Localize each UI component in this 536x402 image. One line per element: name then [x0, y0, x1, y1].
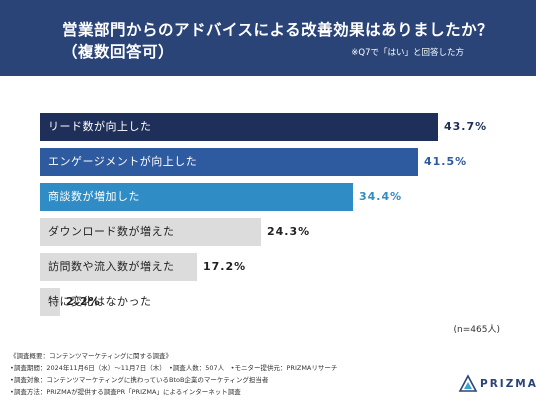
footer-line: •調査対象：コンテンツマーケティングに携わっているBtoB企業のマーケティング担…	[10, 376, 269, 384]
header-banner: 営業部門からのアドバイスによる改善効果はありましたか？ （複数回答可） ※Q7で…	[0, 0, 536, 76]
survey-footer: 《調査概要：コンテンツマーケティングに関する調査》 •調査期間：2024年11月…	[10, 350, 337, 398]
bar	[40, 148, 418, 176]
chart-subtitle: （複数回答可）	[62, 43, 175, 61]
bar-value-label: 43.7%	[444, 120, 488, 133]
bar-category-label: 商談数が増加した	[48, 190, 140, 203]
bar	[40, 288, 60, 316]
bar-value-label: 34.4%	[359, 190, 403, 203]
respondent-note: ※Q7で「はい」と回答した方	[351, 48, 464, 58]
bar-value-label: 2.2%	[66, 295, 101, 308]
bar	[40, 253, 197, 281]
bar-value-label: 17.2%	[203, 260, 247, 273]
chart-title: 営業部門からのアドバイスによる改善効果はありましたか？	[62, 21, 494, 39]
bar-category-label: 訪問数や流入数が増えた	[48, 260, 175, 273]
bar-value-label: 24.3%	[267, 225, 311, 238]
bar	[40, 113, 438, 141]
logo-text: PRIZMA	[480, 378, 536, 390]
bar-category-label: リード数が向上した	[48, 120, 152, 133]
footer-line: 《調査概要：コンテンツマーケティングに関する調査》	[10, 352, 172, 360]
bar	[40, 183, 353, 211]
bar-category-label: エンゲージメントが向上した	[48, 155, 198, 168]
bar-value-label: 41.5%	[424, 155, 468, 168]
footer-line: •調査期間：2024年11月6日（水）〜11月7日（木） •調査人数：507人 …	[10, 364, 338, 372]
prizma-logo: PRIZMA	[458, 374, 536, 394]
sample-size: (n=465人)	[453, 325, 500, 335]
bar-category-label: ダウンロード数が増えた	[48, 225, 175, 238]
bar-category-label: 特に変化はなかった	[48, 295, 152, 308]
footer-line: •調査方法：PRIZMAが提供する調査PR「PRIZMA」によるインターネット調…	[10, 388, 241, 396]
bar	[40, 218, 261, 246]
prizma-logo-mark	[458, 374, 478, 392]
